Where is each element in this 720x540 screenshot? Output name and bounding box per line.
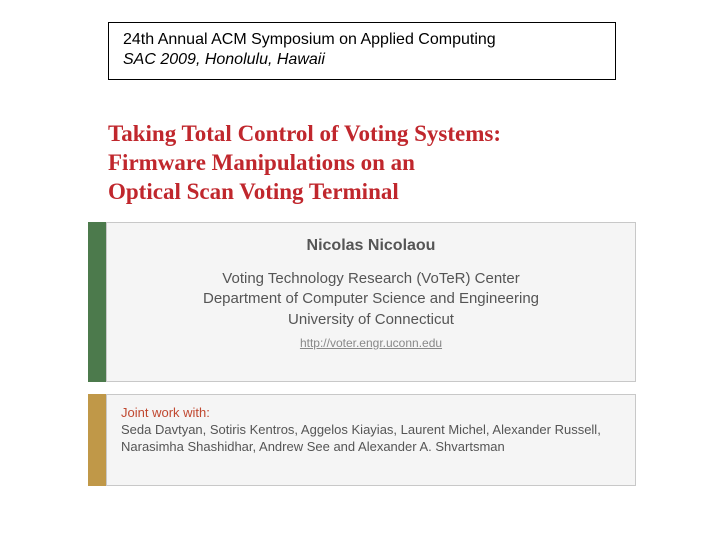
author-content: Nicolas Nicolaou Voting Technology Resea… [107,223,635,360]
author-panel: Nicolas Nicolaou Voting Technology Resea… [106,222,636,382]
event-name: 24th Annual ACM Symposium on Applied Com… [123,31,601,49]
joint-work-label: Joint work with: [121,405,621,420]
author-accent-bar [88,222,106,382]
event-header-box: 24th Annual ACM Symposium on Applied Com… [108,22,616,80]
coauthor-accent-bar [88,394,106,486]
presentation-title: Taking Total Control of Voting Systems: … [108,120,668,206]
coauthor-names: Seda Davtyan, Sotiris Kentros, Aggelos K… [121,422,621,456]
title-line-3: Optical Scan Voting Terminal [108,178,668,207]
affiliation-center: Voting Technology Research (VoTeR) Cente… [117,269,625,289]
presenter-name: Nicolas Nicolaou [117,237,625,255]
lab-url: http://voter.engr.uconn.edu [117,336,625,350]
title-line-1: Taking Total Control of Voting Systems: [108,120,668,149]
affiliation-univ: University of Connecticut [117,310,625,330]
affiliation-dept: Department of Computer Science and Engin… [117,289,625,309]
title-line-2: Firmware Manipulations on an [108,149,668,178]
event-location: SAC 2009, Honolulu, Hawaii [123,51,601,69]
coauthor-panel: Joint work with: Seda Davtyan, Sotiris K… [106,394,636,486]
